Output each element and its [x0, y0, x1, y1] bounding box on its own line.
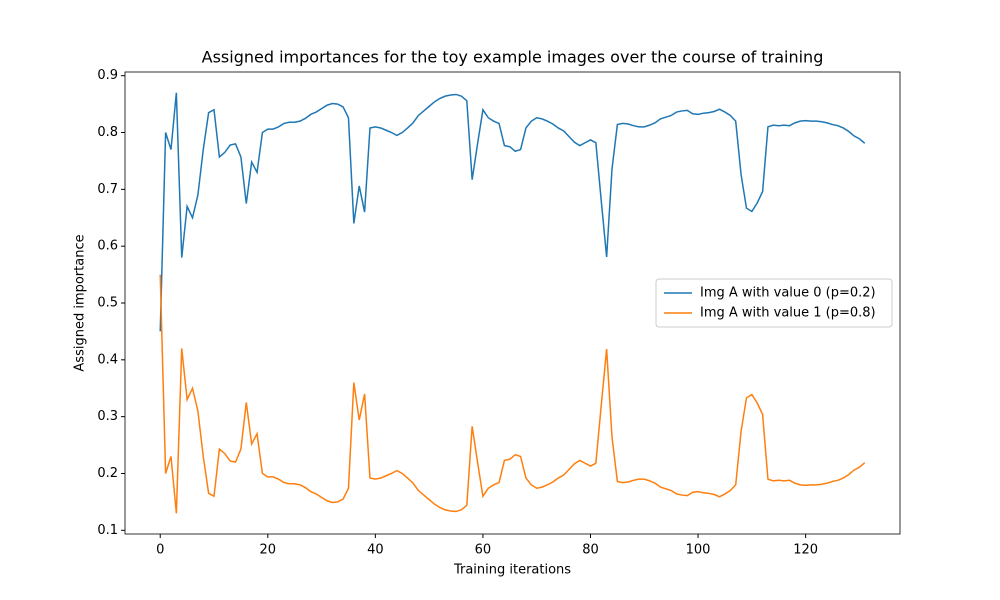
- x-tick-label: 0: [156, 543, 164, 558]
- chart-title: Assigned importances for the toy example…: [202, 48, 824, 67]
- y-tick-label: 0.4: [97, 352, 118, 367]
- legend-label: Img A with value 1 (p=0.8): [700, 306, 876, 321]
- series-line: [159, 92, 866, 332]
- plot-frame: [124, 71, 901, 535]
- y-tick-label: 0.9: [97, 68, 118, 83]
- y-tick-label: 0.7: [97, 182, 118, 197]
- x-tick-label: 20: [260, 543, 277, 558]
- y-tick-label: 0.1: [97, 523, 118, 538]
- series-line: [159, 274, 866, 514]
- x-axis-label: Training iterations: [453, 563, 571, 578]
- legend-label: Img A with value 0 (p=0.2): [700, 286, 876, 301]
- y-tick-label: 0.3: [97, 409, 118, 424]
- x-tick-label: 80: [582, 543, 599, 558]
- x-tick-label: 120: [793, 543, 818, 558]
- legend-box: [655, 278, 893, 328]
- y-tick-label: 0.5: [97, 296, 118, 311]
- y-tick-label: 0.6: [97, 239, 118, 254]
- y-tick-label: 0.8: [97, 125, 118, 140]
- y-tick-label: 0.2: [97, 466, 118, 481]
- x-tick-label: 100: [686, 543, 711, 558]
- x-tick-label: 60: [475, 543, 492, 558]
- y-axis-label: Assigned importance: [73, 234, 88, 371]
- x-tick-label: 40: [367, 543, 384, 558]
